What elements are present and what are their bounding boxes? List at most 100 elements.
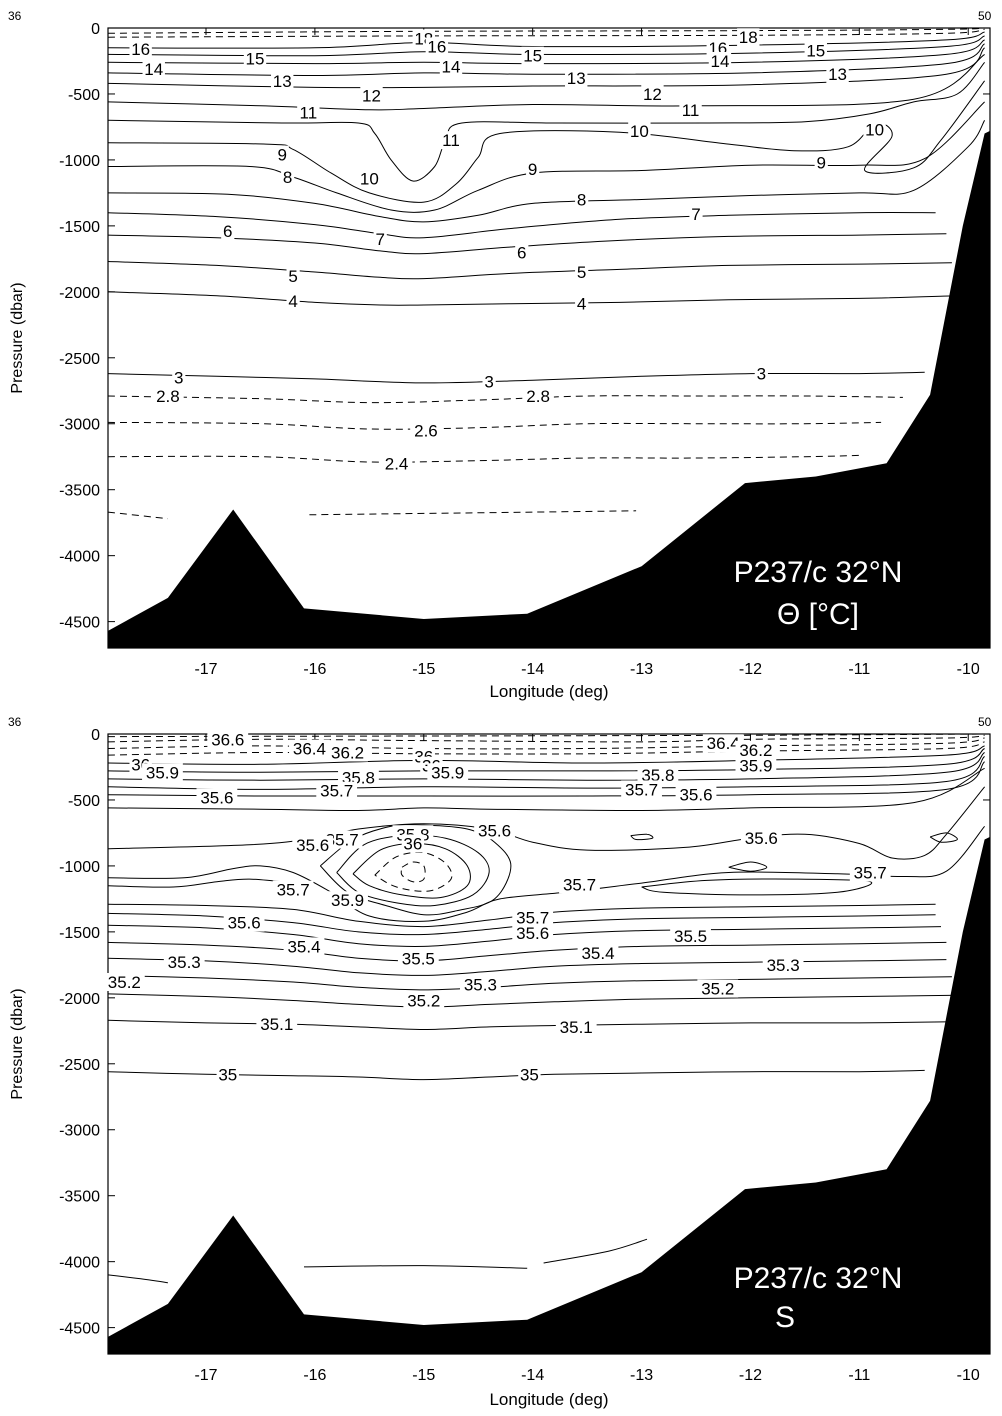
sal-contour-line xyxy=(728,861,768,872)
sal-contour-label: 35.6 xyxy=(679,786,712,805)
sal-contour-label: 35.7 xyxy=(326,831,359,850)
theta-contour-label-bg xyxy=(286,267,300,285)
sal-contour-label-bg xyxy=(403,991,445,1010)
theta-contour-label-bg xyxy=(439,131,463,150)
sal-contour-line xyxy=(108,993,958,1008)
theta-contour-label-bg xyxy=(679,100,702,119)
sal-x-tick-label: -15 xyxy=(412,1367,435,1384)
sal-contour-label-bg xyxy=(702,734,744,753)
theta-contour-label-bg xyxy=(271,71,294,90)
sal-y-tick-label: -3000 xyxy=(59,1123,100,1140)
sal-contour-label-bg xyxy=(518,1065,541,1084)
salinity-ticks: -17 -16 -15 -14 -13 -12 -11 -10 0 -500 -1000 -1500 -… xyxy=(59,727,990,1384)
theta-contour-label-bg xyxy=(172,368,186,387)
sal-contour-line xyxy=(108,1069,925,1081)
sal-contour-label: 35.7 xyxy=(320,782,353,801)
theta-x-tick-label: -17 xyxy=(194,661,217,678)
theta-contour-label: 13 xyxy=(567,69,586,88)
theta-contour-line xyxy=(108,120,986,223)
theta-contour-label: 13 xyxy=(828,65,847,84)
salinity-panel: -17 -16 -15 -14 -13 -12 -11 -10 0 -500 -1000 -1500 -… xyxy=(8,715,992,1409)
theta-contour-line xyxy=(108,31,985,49)
sal-contour-label: 35.5 xyxy=(674,927,707,946)
theta-contour-line xyxy=(108,233,947,255)
sal-contour-line xyxy=(108,741,985,756)
sal-contour-label-bg xyxy=(292,835,334,854)
theta-ticks: -17 -16 -15 -14 -13 -12 -11 -10 0 -500 -1000 -1500 -… xyxy=(59,21,990,678)
theta-contour-label-bg xyxy=(575,190,589,209)
salinity-bathymetry xyxy=(108,836,990,1354)
salinity-panel-label-section: P237/c 32°N xyxy=(734,1262,903,1295)
theta-contour-line xyxy=(108,291,958,306)
sal-contour-label: 35.7 xyxy=(854,864,887,883)
sal-contour-line xyxy=(108,924,942,947)
sal-contour-label: 35.7 xyxy=(563,875,596,894)
sal-contour-label: 35.2 xyxy=(407,991,440,1010)
theta-contour-line xyxy=(108,61,985,182)
sal-y-tick-label: -4000 xyxy=(59,1255,100,1272)
theta-y-axis-label: Pressure (dbar) xyxy=(9,282,26,393)
sal-contour-label-bg xyxy=(735,756,777,775)
salinity-contour-labels: 36.636.436.23636.436.23635.93635.935.935… xyxy=(103,730,891,1084)
theta-contour-line xyxy=(108,261,952,280)
theta-contour-line xyxy=(108,28,985,34)
sal-contour-line xyxy=(543,1238,648,1264)
theta-contour-label: 13 xyxy=(273,72,292,91)
theta-panel-label-section: P237/c 32°N xyxy=(734,556,903,589)
theta-contour-label: 10 xyxy=(630,122,649,141)
sal-contour-label: 36 xyxy=(403,834,422,853)
sal-contour-label-bg xyxy=(675,785,717,804)
theta-contour-label: 9 xyxy=(816,154,825,173)
theta-contour-line xyxy=(108,47,985,89)
sal-contour-line xyxy=(108,974,952,991)
theta-contour-label-bg xyxy=(297,103,320,122)
theta-contour-label-bg xyxy=(515,243,529,262)
salinity-x-axis-label: Longitude (deg) xyxy=(489,1390,608,1409)
sal-contour-label: 35.3 xyxy=(168,953,201,972)
sal-contour-line xyxy=(108,755,985,790)
salinity-panel-label-variable: S xyxy=(775,1301,795,1334)
theta-y-tick-label: -4500 xyxy=(59,615,100,632)
sal-contour-line xyxy=(108,761,985,797)
theta-contour-label-bg xyxy=(275,145,289,164)
theta-contour-label-bg xyxy=(737,28,760,47)
sal-contour-line xyxy=(108,767,985,812)
theta-contour-line xyxy=(108,53,985,111)
sal-x-tick-label: -10 xyxy=(957,1367,980,1384)
theta-contour-label: 9 xyxy=(277,146,286,165)
theta-contour-label-bg xyxy=(360,86,383,105)
sal-contour-label: 35.4 xyxy=(581,944,614,963)
theta-contour-label-bg xyxy=(628,121,651,140)
sal-contour-line xyxy=(630,833,654,841)
sal-x-tick-label: -11 xyxy=(848,1367,870,1384)
theta-contour-label-bg xyxy=(641,84,664,103)
theta-y-tick-label: -2000 xyxy=(59,285,100,302)
theta-contour-label: 3 xyxy=(757,365,766,384)
theta-contour-label-bg xyxy=(221,222,235,241)
theta-contour-label-bg xyxy=(575,294,589,313)
sal-contour-label-bg xyxy=(427,763,469,782)
sal-contour-label-bg xyxy=(256,1015,298,1034)
sal-contour-label-bg xyxy=(621,780,662,799)
sal-contour-label-bg xyxy=(512,924,554,943)
sal-contour-label: 35.5 xyxy=(402,949,435,968)
theta-contour-label-bg xyxy=(373,230,387,249)
sal-contour-label: 35.7 xyxy=(277,881,310,900)
sal-contour-line xyxy=(108,1019,963,1031)
theta-contour-label-bg xyxy=(522,387,554,406)
theta-contour-line xyxy=(108,80,986,203)
theta-contour-label-bg xyxy=(410,421,442,440)
sal-x-tick-label: -12 xyxy=(739,1367,762,1384)
theta-contour-label: 8 xyxy=(283,168,292,187)
sal-contour-label-bg xyxy=(223,913,265,932)
sal-y-tick-label: -4500 xyxy=(59,1321,100,1338)
sal-contour-label: 35.9 xyxy=(431,763,464,782)
theta-y-tick-label: -3000 xyxy=(59,417,100,434)
sal-contour-label-bg xyxy=(762,955,804,974)
sal-contour-label-bg xyxy=(327,891,368,910)
theta-contour-label: 7 xyxy=(691,205,700,224)
theta-contour-label: 16 xyxy=(131,40,150,59)
theta-contour-line xyxy=(108,511,168,520)
sal-contour-label: 35.6 xyxy=(516,924,549,943)
sal-contour-label-bg xyxy=(740,829,782,848)
